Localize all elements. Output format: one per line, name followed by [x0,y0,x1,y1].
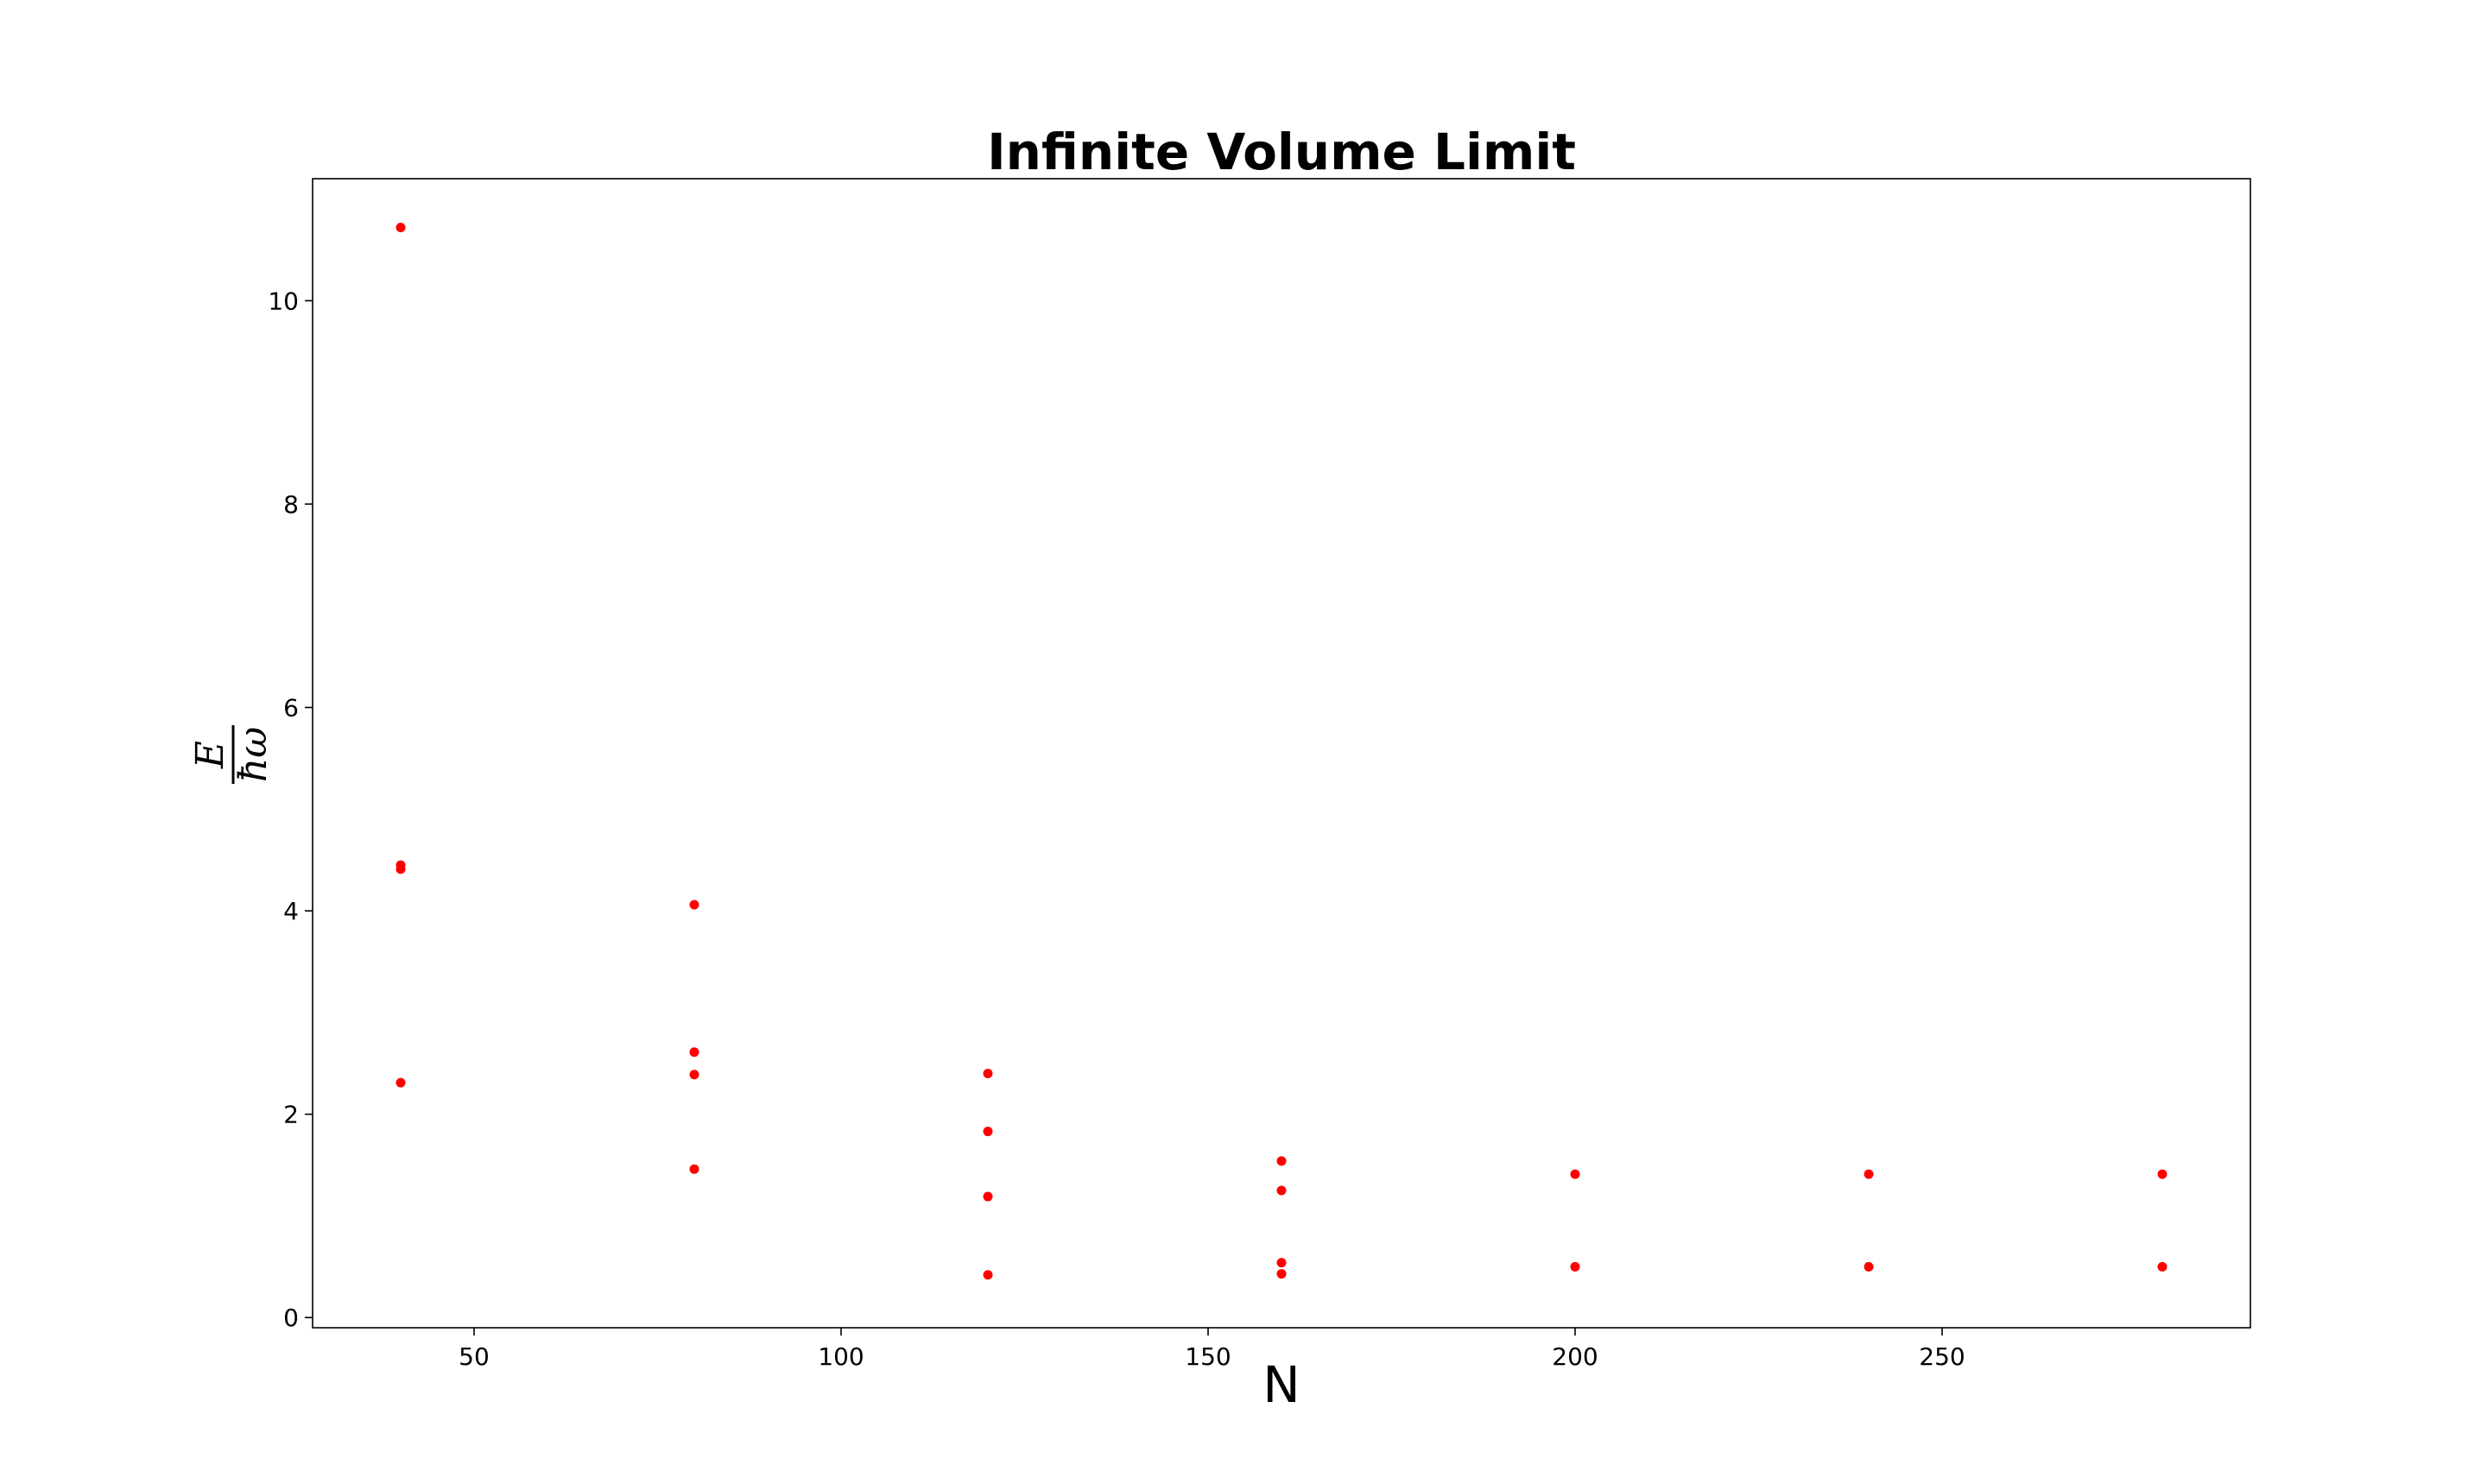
data-point [983,1069,993,1079]
data-point [689,900,699,910]
data-point [1276,1269,1287,1279]
x-tick-label: 50 [459,1342,490,1371]
y-axis-label-numerator: E [188,741,232,769]
data-point [689,1047,699,1058]
data-point [1570,1261,1580,1272]
data-point [396,864,406,875]
x-tick-label: 250 [1919,1342,1965,1371]
y-axis: 0 2 4 6 8 10 [268,287,313,1332]
data-point [689,1164,699,1174]
y-axis-label: E ħω [188,725,275,784]
y-tick-label: 2 [283,1101,299,1129]
data-point [1570,1169,1580,1179]
data-point [1864,1169,1874,1179]
data-point [2157,1261,2167,1272]
data-point [1276,1258,1287,1268]
y-tick-label: 10 [268,287,299,315]
x-tick-label: 150 [1185,1342,1231,1371]
y-axis-label-denominator: ħω [231,727,275,782]
y-tick-label: 4 [283,897,299,925]
x-axis-label: N [1262,1355,1300,1414]
data-point [1276,1185,1287,1196]
chart-title: Infinite Volume Limit [987,123,1576,181]
data-point [396,1077,406,1088]
x-tick-label: 100 [818,1342,864,1371]
y-tick-label: 6 [283,693,299,722]
data-point [1864,1261,1874,1272]
data-point [2157,1169,2167,1179]
data-point [689,1070,699,1080]
y-tick-label: 8 [283,490,299,519]
x-axis: 50 100 150 200 250 [459,1328,1965,1371]
data-points [396,223,2167,1280]
plot-area-frame [312,178,2251,1329]
data-point [983,1127,993,1137]
y-tick-label: 0 [283,1304,299,1332]
data-point [1276,1156,1287,1166]
data-point [983,1270,993,1280]
data-point [396,223,406,233]
x-tick-label: 200 [1552,1342,1598,1371]
data-point [983,1191,993,1202]
